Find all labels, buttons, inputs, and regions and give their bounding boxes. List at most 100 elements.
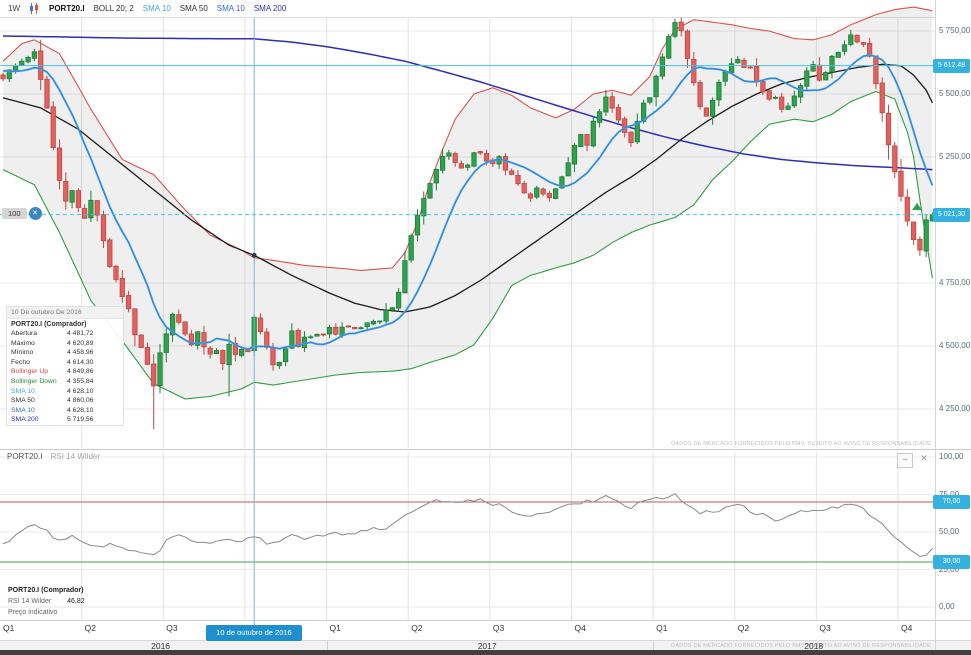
tooltip-row: Fecho 4 614,30 bbox=[7, 358, 123, 368]
rsi-legend: PORT20.I (Comprador) RSI 14 Wilder 46,82… bbox=[8, 585, 85, 618]
price-axis-label: 5 500,00 bbox=[939, 89, 971, 98]
quarter-label: Q2 bbox=[411, 623, 423, 633]
tooltip-value: 4 849,86 bbox=[67, 368, 94, 376]
tooltip-row: SMA 10 4 628,10 bbox=[7, 406, 123, 416]
quarter-label: Q2 bbox=[737, 623, 750, 633]
quarter-label: Q1 bbox=[656, 623, 668, 633]
quarter-label: Q1 bbox=[329, 623, 341, 633]
tooltip-row: Bollinger Down 4 355,84 bbox=[7, 377, 123, 387]
year-bar bbox=[0, 640, 971, 651]
tooltip-row: SMA 50 4 860,06 bbox=[7, 396, 123, 406]
candles-layer bbox=[0, 17, 936, 430]
rsi-axis-label: 75,00 bbox=[939, 489, 960, 499]
rsi-level-badge: 30,00 bbox=[933, 555, 970, 569]
indicator-label[interactable]: SMA 50 bbox=[179, 4, 208, 13]
indicator-label[interactable]: BOLL 20; 2 bbox=[93, 4, 134, 13]
tooltip-value: 4 458,96 bbox=[67, 349, 94, 357]
tooltip-label: Fecho bbox=[11, 358, 30, 366]
rsi-legend-value: 46,82 bbox=[67, 598, 85, 605]
symbol-label[interactable]: PORT20.I bbox=[49, 4, 85, 13]
watermark-text: DADOS DE MERCADO FORNECIDOS PELO BMV. SU… bbox=[671, 441, 931, 447]
close-icon[interactable]: ✕ bbox=[28, 207, 42, 220]
ohlc-tooltip: 10 De outubro De 2016 PORT20.I (Comprado… bbox=[6, 306, 124, 426]
year-tick bbox=[653, 640, 655, 650]
tooltip-label: SMA 50 bbox=[11, 397, 35, 405]
rsi-axis-label: 0,00 bbox=[939, 602, 955, 611]
year-label: 2016 bbox=[151, 641, 171, 651]
rsi-indicator-label: RSI 14 Wilder bbox=[50, 452, 101, 461]
tooltip-label: SMA 10 bbox=[11, 406, 35, 414]
price-badge: 5 612,48 bbox=[933, 58, 970, 73]
tooltip-rows: Abertura 4 481,72 Máximo 4 620,89 Mínimo 4 45… bbox=[7, 329, 123, 425]
quarter-label: Q4 bbox=[901, 623, 913, 633]
tooltip-row: SMA 10 4 628,10 bbox=[7, 387, 123, 397]
tooltip-value: 4 620,89 bbox=[67, 339, 94, 347]
tooltip-row: Abertura 4 481,72 bbox=[7, 329, 123, 339]
tooltip-label: SMA 10 bbox=[11, 387, 35, 395]
rsi-axis-label: 100,00 bbox=[939, 452, 964, 461]
tooltip-value: 4 481,72 bbox=[67, 330, 94, 337]
timeframe-selector[interactable]: 1W bbox=[8, 4, 20, 13]
bollinger-upper-line bbox=[2, 6, 933, 271]
year-label: 2017 bbox=[477, 641, 497, 651]
tooltip-row: Bollinger Up 4 849,86 bbox=[7, 367, 123, 377]
tooltip-label: Abertura bbox=[11, 330, 38, 337]
price-axis-label: 4 500,00 bbox=[939, 341, 971, 350]
sma10-second-line bbox=[2, 54, 933, 350]
price-axis-label: 4 250,00 bbox=[939, 404, 971, 413]
rsi-level-badge: 70,00 bbox=[933, 495, 970, 509]
tooltip-label: SMA 200 bbox=[11, 416, 39, 424]
tooltip-label: Bollinger Down bbox=[11, 377, 57, 385]
tooltip-value: 4 628,10 bbox=[67, 406, 94, 414]
rsi-legend-title: PORT20.I (Comprador) bbox=[8, 587, 84, 594]
quarter-label: Q3 bbox=[819, 623, 831, 633]
price-marker-triangle bbox=[912, 203, 922, 210]
rsi-legend-indicator: RSI 14 Wilder bbox=[8, 598, 52, 605]
crosshair-dot bbox=[251, 252, 257, 258]
tooltip-row: Máximo 4 620,89 bbox=[7, 339, 123, 349]
tooltip-date: 10 De outubro De 2016 bbox=[7, 307, 123, 319]
sma200-line bbox=[2, 35, 933, 171]
price-axis-label: 5 750,00 bbox=[939, 26, 971, 35]
indicator-label[interactable]: SMA 10 bbox=[216, 4, 245, 13]
tooltip-value: 4 860,06 bbox=[67, 397, 94, 405]
rsi-line bbox=[2, 493, 933, 558]
tooltip-label: Máximo bbox=[11, 339, 35, 347]
watermark-text: DADOS DE MERCADO FORNECIDOS PELO BMV. SU… bbox=[671, 643, 931, 649]
tooltip-value: 4 628,10 bbox=[67, 387, 94, 395]
price-axis-label: 4 750,00 bbox=[939, 278, 971, 287]
price-axis-label: 5 250,00 bbox=[939, 152, 971, 161]
chart-toolbar: 1W PORT20.I BOLL 20; 2 SMA 10 SMA 50 SMA 10… bbox=[0, 0, 971, 17]
tooltip-row: Mínimo 4 458,96 bbox=[7, 348, 123, 358]
rsi-panel-header: PORT20.I RSI 14 Wilder bbox=[7, 452, 100, 461]
minimize-button[interactable]: – bbox=[897, 453, 913, 468]
tooltip-label: Mínimo bbox=[11, 349, 34, 357]
price-axis-border bbox=[935, 0, 936, 650]
quarter-label: Q2 bbox=[84, 623, 96, 633]
year-tick bbox=[326, 640, 328, 650]
indicator-label[interactable]: SMA 200 bbox=[253, 4, 287, 13]
rsi-legend-note: Preço indicativo bbox=[8, 609, 58, 616]
tooltip-label: Bollinger Up bbox=[11, 368, 49, 376]
rsi-axis-label: 25,00 bbox=[939, 564, 960, 574]
tooltip-value: 5 719,56 bbox=[67, 416, 94, 424]
quarter-label: Q4 bbox=[574, 623, 586, 633]
tooltip-title: PORT20.I (Comprador) bbox=[11, 321, 87, 328]
sma50-line bbox=[2, 63, 933, 313]
tooltip-value: 4 355,84 bbox=[67, 377, 94, 385]
bottom-edge-bar bbox=[0, 650, 971, 655]
position-quantity-badge[interactable]: 100 bbox=[2, 208, 27, 219]
tooltip-row: SMA 200 5 719,56 bbox=[7, 415, 123, 425]
rsi-axis-label: 50,00 bbox=[939, 527, 960, 536]
indicator-list: BOLL 20; 2 SMA 10 SMA 50 SMA 10 SMA 200 bbox=[94, 4, 287, 13]
crosshair-date-badge: 10 de outubro de 2016 bbox=[206, 625, 302, 641]
rsi-symbol-label: PORT20.I bbox=[7, 452, 43, 461]
candlestick-icon[interactable] bbox=[29, 3, 40, 14]
position-annotation[interactable]: 100 ✕ bbox=[2, 207, 42, 220]
indicator-label[interactable]: SMA 10 bbox=[142, 4, 171, 13]
quarter-label: Q3 bbox=[492, 623, 505, 633]
close-button[interactable]: ✕ bbox=[920, 453, 928, 463]
quarter-label: Q1 bbox=[3, 623, 15, 633]
